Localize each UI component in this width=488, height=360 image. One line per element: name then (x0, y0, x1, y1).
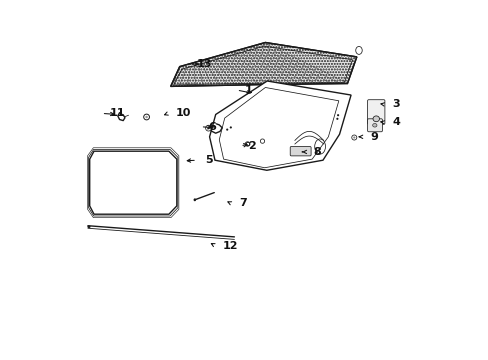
Ellipse shape (87, 225, 90, 228)
Ellipse shape (207, 127, 209, 129)
Ellipse shape (355, 46, 362, 54)
Ellipse shape (372, 116, 379, 122)
Text: 9: 9 (370, 132, 378, 142)
Text: 2: 2 (247, 141, 255, 151)
Ellipse shape (352, 136, 355, 139)
Text: 5: 5 (204, 155, 212, 165)
Ellipse shape (336, 114, 339, 116)
Text: 10: 10 (176, 108, 191, 118)
Text: 1: 1 (244, 85, 252, 95)
Text: 6: 6 (208, 122, 216, 132)
Polygon shape (209, 81, 350, 170)
Ellipse shape (205, 125, 211, 131)
FancyBboxPatch shape (289, 147, 310, 156)
Ellipse shape (336, 118, 338, 120)
Text: 3: 3 (391, 99, 399, 109)
FancyBboxPatch shape (367, 119, 382, 132)
FancyBboxPatch shape (367, 100, 384, 124)
Text: 11: 11 (109, 108, 125, 118)
Ellipse shape (193, 198, 196, 201)
Text: 8: 8 (312, 147, 320, 157)
Ellipse shape (145, 116, 147, 118)
Text: 4: 4 (391, 117, 399, 127)
Text: 13: 13 (197, 59, 212, 69)
Polygon shape (170, 42, 356, 86)
Text: 7: 7 (239, 198, 246, 208)
Ellipse shape (229, 126, 231, 129)
Ellipse shape (372, 123, 376, 127)
Text: 12: 12 (223, 240, 238, 251)
Ellipse shape (225, 129, 228, 131)
